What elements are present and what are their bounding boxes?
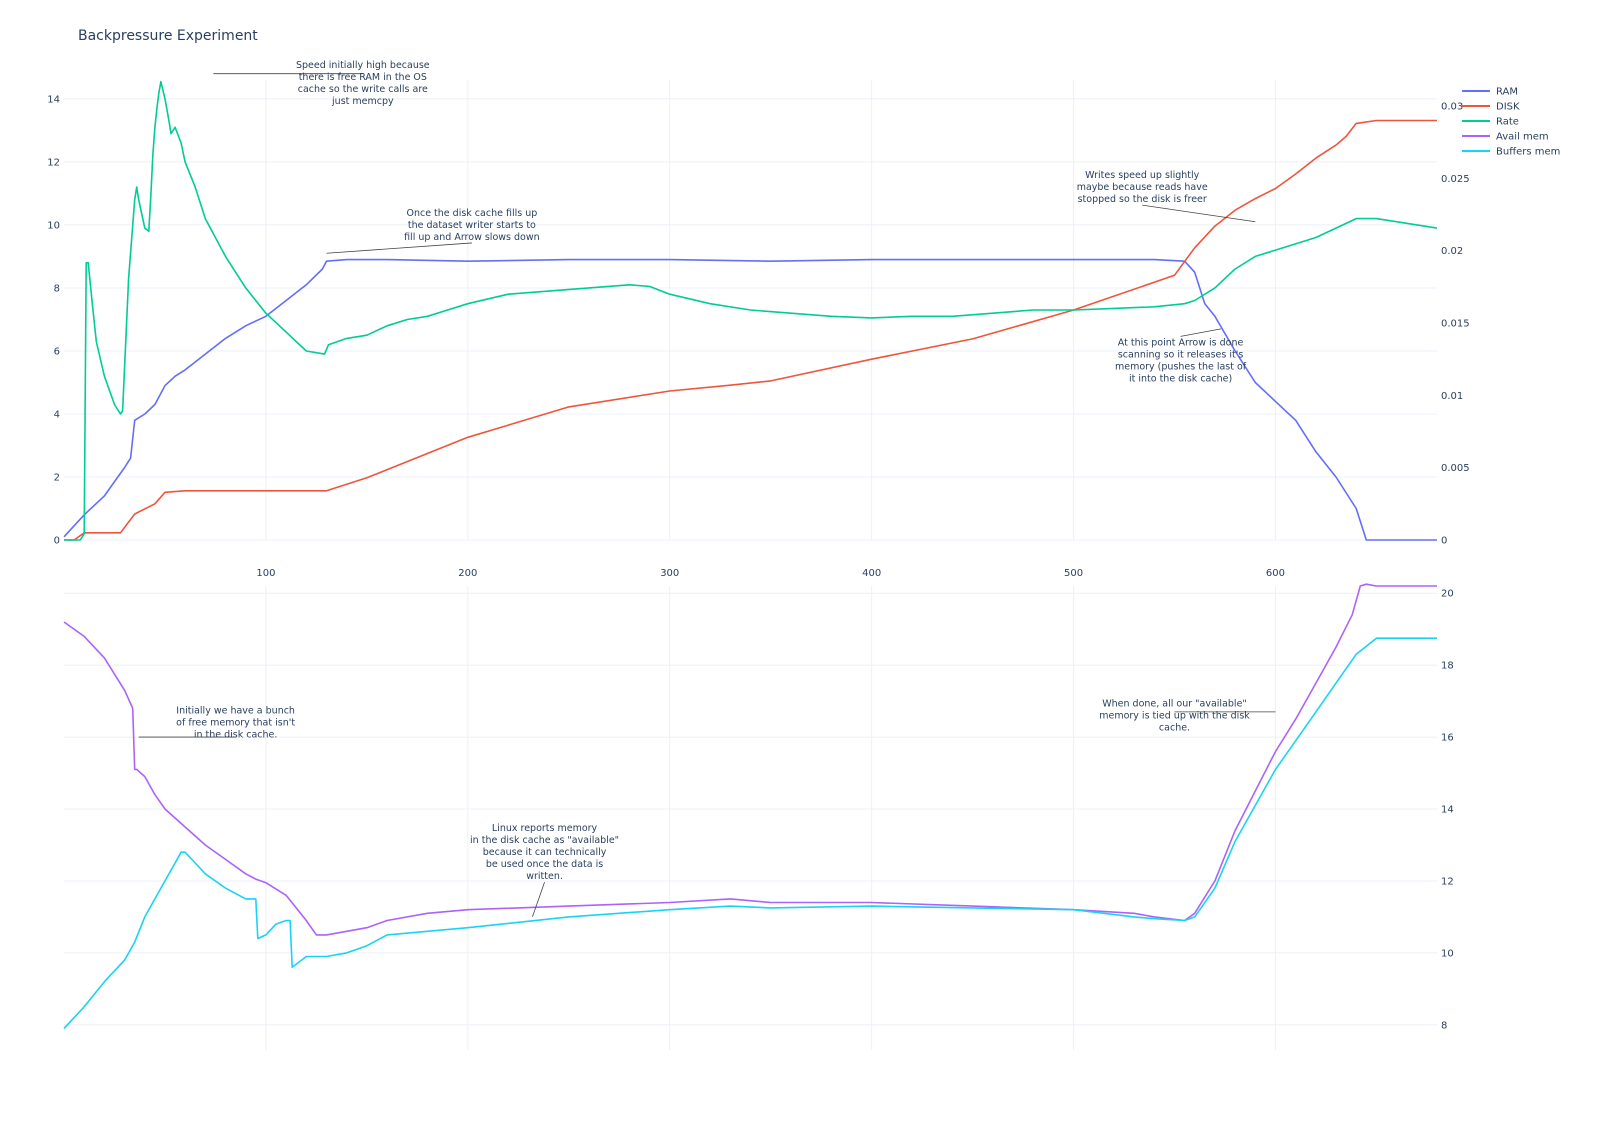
legend[interactable]: RAM DISK Rate Avail mem Buffers mem [1462, 87, 1560, 158]
y2-tick-label: 12 [1441, 876, 1454, 887]
y-tick-label: 6 [54, 346, 60, 357]
legend-label: DISK [1496, 102, 1520, 113]
y2-tick-label: 10 [1441, 948, 1454, 959]
annotation-arrow [326, 242, 472, 254]
x-tick-label: 400 [862, 568, 881, 579]
y-tick-label: 12 [47, 157, 60, 168]
y2-tick-label: 0.005 [1441, 463, 1470, 474]
y2-tick-label: 0 [1441, 536, 1447, 547]
annotation-text: Writes speed up slightly maybe because re… [1077, 170, 1208, 205]
y2-tick-label: 16 [1441, 733, 1454, 744]
series-line-disk [64, 119, 1437, 541]
annotation-text: Once the disk cache fills up the dataset … [404, 208, 540, 243]
annotation-text: Initially we have a bunch of free memory … [176, 706, 295, 741]
legend-item-avail-mem[interactable]: Avail mem [1462, 132, 1549, 143]
annotation-text: Linux reports memory in the disk cache as… [470, 823, 619, 882]
series-line-avail-mem [63, 583, 1437, 936]
top-panel: 0 2 4 6 8 10 12 14 0 0.005 0.01 0.015 0.02 0.025 0.03 1… [47, 60, 1469, 579]
y2-tick-label: 8 [1441, 1020, 1447, 1031]
legend-item-buffers-mem[interactable]: Buffers mem [1462, 147, 1560, 158]
x-tick-label: 500 [1064, 568, 1083, 579]
series-line-buffers-mem [63, 637, 1437, 1029]
legend-label: Rate [1496, 117, 1519, 128]
legend-item-rate[interactable]: Rate [1462, 117, 1519, 128]
legend-item-disk[interactable]: DISK [1462, 102, 1520, 113]
y2-tick-label: 20 [1441, 589, 1454, 600]
y2-tick-label: 14 [1441, 805, 1454, 816]
y2-tick-label: 0.01 [1441, 391, 1463, 402]
x-tick-label: 300 [660, 568, 679, 579]
annotation-text: Speed initially high because there is fre… [296, 60, 430, 107]
annotation-arrow [1180, 328, 1222, 337]
y-tick-label: 8 [54, 283, 60, 294]
bottom-panel: 8 10 12 14 16 18 20 Initially we have a bunch of… [63, 583, 1454, 1050]
annotation-arrow [1142, 204, 1256, 223]
legend-item-ram[interactable]: RAM [1462, 87, 1518, 98]
y2-tick-label: 0.03 [1441, 102, 1463, 113]
legend-label: RAM [1496, 87, 1518, 98]
y2-tick-label: 0.015 [1441, 319, 1470, 330]
x-tick-label: 200 [458, 568, 477, 579]
legend-label: Buffers mem [1496, 147, 1560, 158]
y-tick-label: 14 [47, 94, 60, 105]
series-line-ram [63, 258, 1437, 541]
chart-title: Backpressure Experiment [78, 28, 258, 44]
x-tick-label: 600 [1266, 568, 1285, 579]
y-tick-label: 0 [54, 536, 60, 547]
annotation-text: When done, all our "available" memory is … [1099, 698, 1250, 733]
y-tick-label: 4 [54, 409, 60, 420]
annotation-arrow [532, 882, 545, 918]
x-tick-label: 100 [256, 568, 275, 579]
y-tick-label: 10 [47, 220, 60, 231]
y-tick-label: 2 [54, 472, 60, 483]
annotation-text: At this point Arrow is done scanning so i… [1115, 337, 1247, 384]
y2-tick-label: 18 [1441, 661, 1454, 672]
legend-label: Avail mem [1496, 132, 1549, 143]
y2-tick-label: 0.02 [1441, 246, 1463, 257]
y2-tick-label: 0.025 [1441, 174, 1470, 185]
series-line-rate [64, 80, 1438, 541]
